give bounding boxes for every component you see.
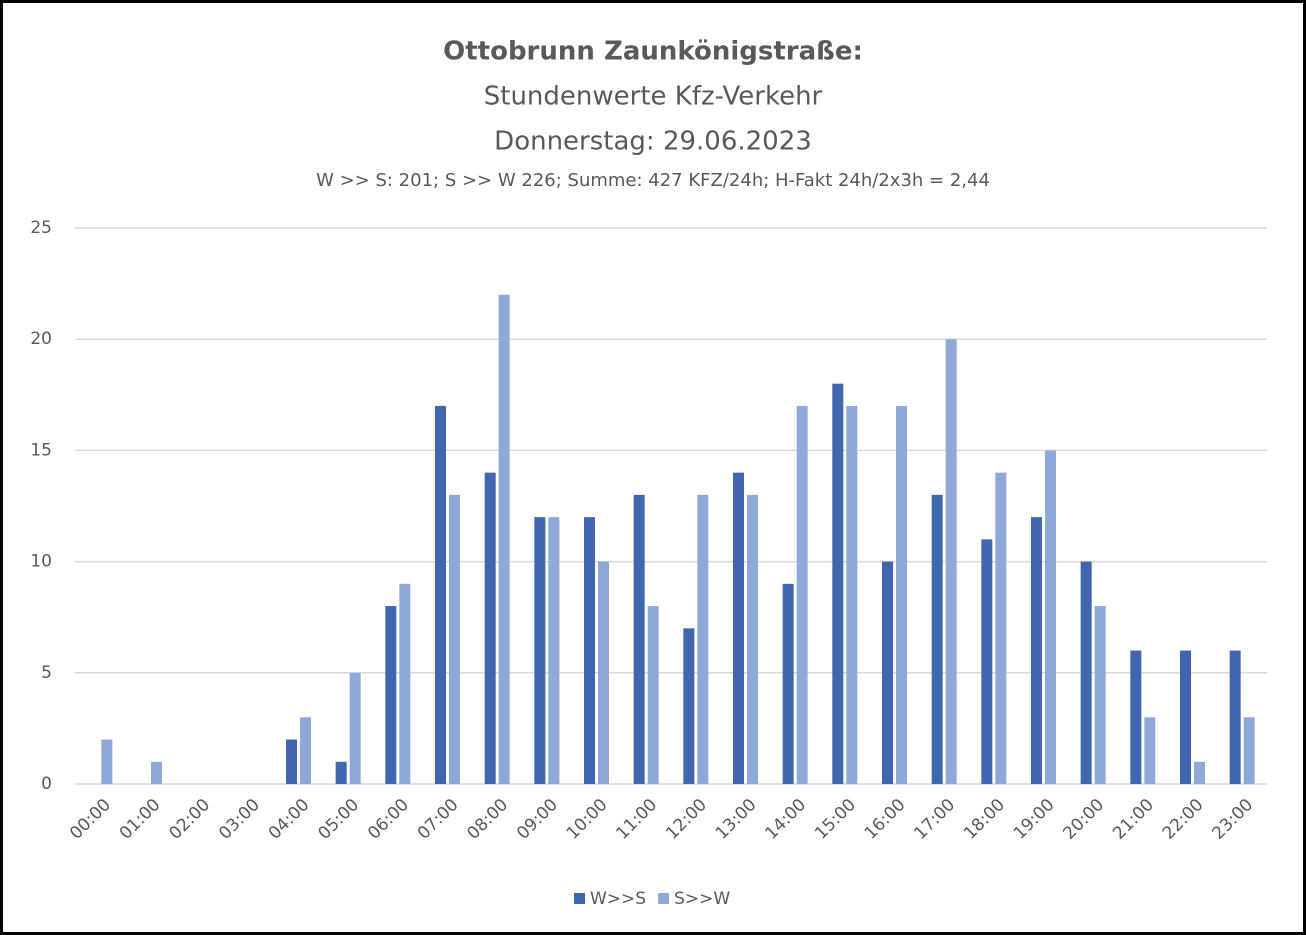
- chart-title: Ottobrunn Zaunkönigstraße:: [443, 37, 863, 67]
- bar: [385, 606, 397, 784]
- bar: [598, 561, 609, 784]
- bar: [633, 494, 645, 784]
- bar: [647, 606, 659, 784]
- bar: [733, 472, 744, 784]
- legend-swatch: [658, 893, 670, 904]
- legend-label: W>>S: [590, 889, 646, 909]
- y-tick-label: 5: [41, 663, 52, 683]
- chart-annotation: W >> S: 201; S >> W 226; Summe: 427 KFZ/…: [316, 170, 990, 191]
- bar: [747, 494, 758, 784]
- bar: [1229, 650, 1241, 784]
- y-tick-label: 20: [30, 329, 52, 349]
- legend-swatch: [574, 893, 585, 904]
- y-tick-label: 15: [30, 440, 52, 460]
- bar: [1243, 717, 1255, 784]
- bar: [1094, 606, 1106, 784]
- bar: [846, 405, 858, 784]
- chart-subtitle: Stundenwerte Kfz-Verkehr: [484, 82, 823, 112]
- bar: [349, 672, 361, 784]
- bar: [449, 494, 460, 784]
- bar: [484, 472, 496, 784]
- bar: [796, 405, 808, 784]
- bar: [1130, 650, 1142, 784]
- legend-label: S>>W: [674, 889, 730, 909]
- bar: [995, 472, 1007, 784]
- bar: [534, 517, 546, 784]
- bar: [435, 405, 446, 784]
- bar: [300, 717, 311, 784]
- bar: [931, 494, 943, 784]
- bar: [151, 761, 162, 784]
- bar: [335, 761, 347, 784]
- bar: [1080, 561, 1092, 784]
- bar: [683, 628, 695, 784]
- bar: [1194, 761, 1205, 784]
- bar: [498, 294, 510, 784]
- bar: [896, 405, 907, 784]
- y-tick-label: 0: [41, 774, 52, 794]
- bar: [399, 583, 411, 784]
- bar: [882, 561, 893, 784]
- bar: [981, 539, 993, 784]
- bar: [1045, 450, 1056, 784]
- y-tick-label: 25: [30, 218, 52, 238]
- bar: [286, 739, 297, 784]
- bar: [782, 583, 794, 784]
- bar: [1144, 717, 1156, 784]
- bar: [832, 383, 844, 784]
- bar: [1180, 650, 1191, 784]
- bar: [697, 494, 709, 784]
- bar: [548, 517, 560, 784]
- chart-subtitle: Donnerstag: 29.06.2023: [494, 127, 812, 157]
- y-tick-label: 10: [30, 552, 52, 572]
- bar: [945, 339, 957, 784]
- bar: [584, 517, 595, 784]
- bar: [1031, 517, 1042, 784]
- bar: [101, 739, 113, 784]
